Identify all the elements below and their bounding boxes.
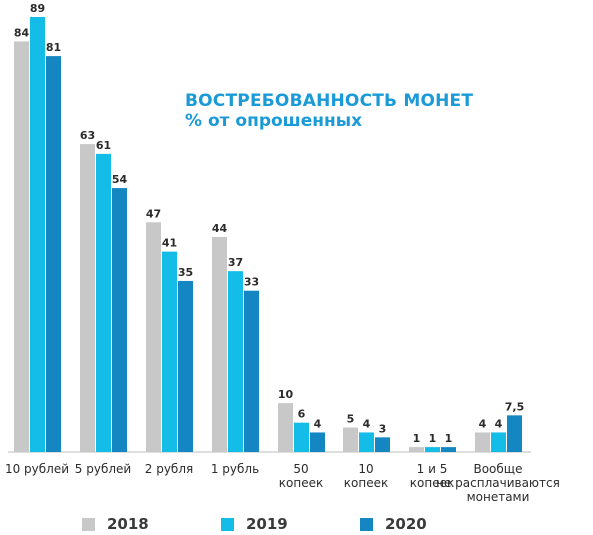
data-label-2018-5: 5 xyxy=(347,413,355,426)
data-label-2020-3: 33 xyxy=(244,276,259,289)
category-label-7-line-0: Вообще xyxy=(473,462,522,476)
category-label-4-line-0: 50 xyxy=(293,462,308,476)
data-label-2019-2: 41 xyxy=(162,237,177,250)
legend-swatch-2019 xyxy=(221,517,234,531)
data-label-2019-6: 1 xyxy=(429,432,437,445)
data-label-2020-7: 7,5 xyxy=(505,400,525,413)
category-label-7-line-2: монетами xyxy=(467,490,530,504)
category-label-6-line-0: 1 и 5 xyxy=(417,462,448,476)
category-label-1-line-0: 5 рублей xyxy=(75,462,131,476)
category-label-2-line-0: 2 рубля xyxy=(145,462,193,476)
data-label-2018-1: 63 xyxy=(80,129,95,142)
bar-2018-1 xyxy=(80,144,95,452)
data-label-2019-3: 37 xyxy=(228,256,243,269)
bar-2020-4 xyxy=(310,432,325,452)
data-label-2020-6: 1 xyxy=(445,432,453,445)
bar-2018-5 xyxy=(343,427,358,452)
bar-2020-2 xyxy=(178,280,193,452)
data-label-2020-1: 54 xyxy=(112,173,128,186)
bar-2020-1 xyxy=(112,188,127,452)
data-label-2018-4: 10 xyxy=(278,388,294,401)
data-label-2019-4: 6 xyxy=(298,408,306,421)
category-label-4-line-1: копеек xyxy=(279,476,323,490)
bar-2019-1 xyxy=(96,153,111,452)
data-label-2018-2: 47 xyxy=(146,207,161,220)
data-label-2018-3: 44 xyxy=(212,222,228,235)
legend-item-2018: 2018 xyxy=(82,515,149,533)
data-label-2018-6: 1 xyxy=(413,432,421,445)
data-label-2020-0: 81 xyxy=(46,41,61,54)
bar-2020-6 xyxy=(441,447,456,452)
chart-title-block: ВОСТРЕБОВАННОСТЬ МОНЕТ % от опрошенных xyxy=(185,91,474,131)
bar-2019-7 xyxy=(491,432,506,452)
bar-2020-3 xyxy=(244,290,259,452)
bar-2018-0 xyxy=(14,41,29,452)
legend-swatch-2020 xyxy=(360,517,373,531)
bar-2020-5 xyxy=(375,437,390,452)
data-label-2019-5: 4 xyxy=(363,417,371,430)
category-label-5-line-1: копеек xyxy=(344,476,388,490)
bar-2019-4 xyxy=(294,422,309,452)
data-label-2018-7: 4 xyxy=(479,417,487,430)
legend-label-2019: 2019 xyxy=(246,515,288,533)
category-label-5-line-0: 10 xyxy=(358,462,373,476)
bar-2018-7 xyxy=(475,432,490,452)
legend-item-2020: 2020 xyxy=(360,515,427,533)
legend-swatch-2018 xyxy=(82,517,95,531)
category-label-7-line-1: не расплачиваются xyxy=(436,476,560,490)
bar-2018-2 xyxy=(146,222,161,452)
bar-2019-2 xyxy=(162,251,177,452)
data-label-2020-5: 3 xyxy=(379,422,387,435)
legend-label-2020: 2020 xyxy=(385,515,427,533)
bar-2019-5 xyxy=(359,432,374,452)
category-label-0-line-0: 10 рублей xyxy=(5,462,69,476)
data-label-2020-2: 35 xyxy=(178,266,193,279)
data-label-2018-0: 84 xyxy=(14,26,30,39)
category-label-6-line-1: копеек xyxy=(410,476,454,490)
bar-2018-6 xyxy=(409,447,424,452)
chart-subtitle: % от опрошенных xyxy=(185,110,363,131)
chart-title: ВОСТРЕБОВАННОСТЬ МОНЕТ xyxy=(185,91,474,111)
data-label-2020-4: 4 xyxy=(314,417,322,430)
bar-2019-3 xyxy=(228,271,243,452)
data-label-2019-0: 89 xyxy=(30,2,45,15)
bar-2019-6 xyxy=(425,447,440,452)
bar-2020-0 xyxy=(46,56,61,452)
data-label-2019-1: 61 xyxy=(96,139,111,152)
bar-2020-7 xyxy=(507,415,522,452)
legend-label-2018: 2018 xyxy=(107,515,149,533)
bar-2018-3 xyxy=(212,236,227,452)
legend-item-2019: 2019 xyxy=(221,515,288,533)
category-label-3-line-0: 1 рубль xyxy=(211,462,259,476)
data-label-2019-7: 4 xyxy=(495,417,503,430)
legend: 2018 2019 2020 xyxy=(0,515,593,535)
bar-2019-0 xyxy=(30,17,45,452)
bar-2018-4 xyxy=(278,403,293,452)
